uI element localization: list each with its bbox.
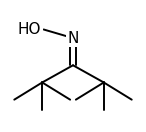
Text: HO: HO — [18, 22, 41, 37]
Text: N: N — [67, 31, 79, 46]
